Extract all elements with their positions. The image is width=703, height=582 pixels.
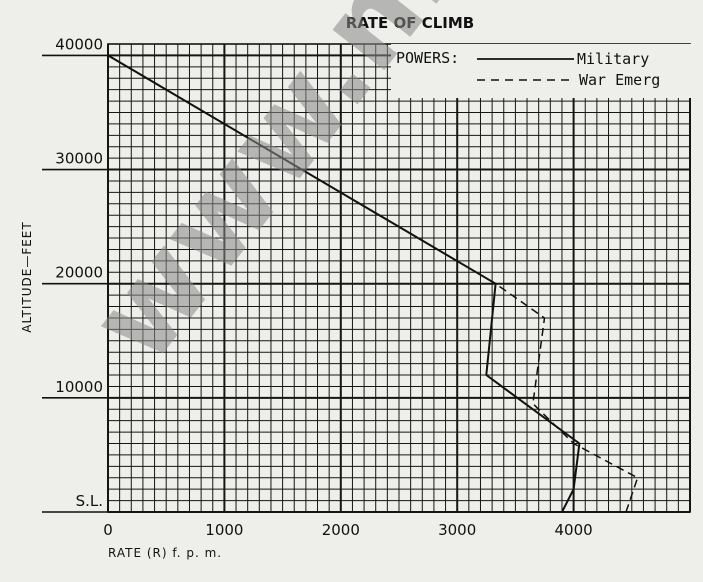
legend-title: POWERS: (396, 49, 459, 67)
legend-box (391, 44, 691, 98)
chart-title: RATE OF CLIMB (346, 14, 474, 32)
x-tick-label: 1000 (205, 521, 243, 539)
y-tick-label: 20000 (55, 264, 103, 282)
y-tick-label: S.L. (76, 492, 103, 510)
legend: POWERS: Military War Emerg (391, 44, 691, 98)
legend-label-war-emerg: War Emerg (579, 71, 660, 89)
legend-label-military: Military (577, 50, 649, 68)
series-line-war-emerg (495, 283, 639, 513)
x-tick-label: 2000 (322, 521, 360, 539)
x-tick-label: 3000 (438, 521, 476, 539)
series-line-military (107, 54, 581, 513)
y-axis-label: ALTITUDE—FEET (20, 221, 34, 332)
x-axis-label: RATE (R) f. p. m. (108, 546, 222, 560)
axis-ticks: S.L. 10000 20000 30000 40000 0 1000 2000 3000 400… (42, 35, 593, 539)
x-tick-label: 4000 (555, 521, 593, 539)
y-tick-label: 30000 (55, 150, 103, 168)
y-tick-label: 40000 (55, 35, 103, 53)
series-lines (107, 54, 639, 513)
y-tick-label: 10000 (55, 378, 103, 396)
x-tick-label: 0 (103, 521, 113, 539)
plot-grid (107, 43, 691, 513)
